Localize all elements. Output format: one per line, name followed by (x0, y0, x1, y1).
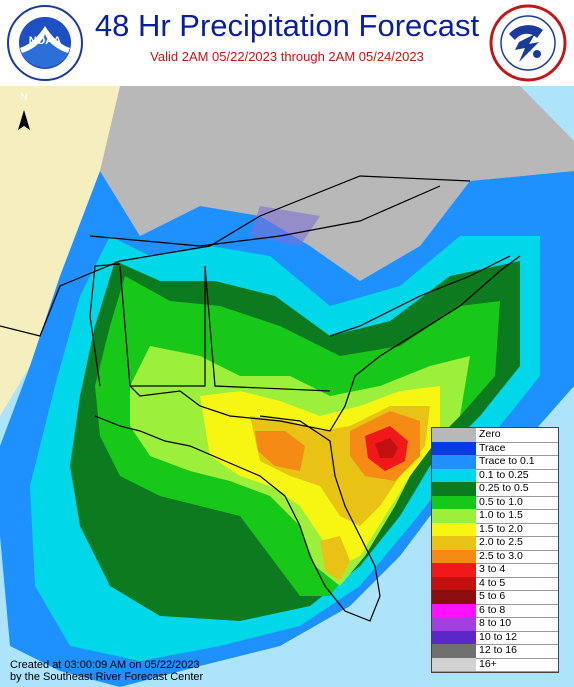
legend-swatch (432, 576, 476, 590)
legend-item: 10 to 12 (432, 630, 558, 645)
legend-swatch (432, 657, 476, 671)
legend-swatch (432, 441, 476, 455)
precipitation-map: N (0, 86, 574, 687)
valid-period: Valid 2AM 05/22/2023 through 2AM 05/24/2… (150, 49, 424, 64)
legend-swatch (432, 536, 476, 550)
legend-label: 1.0 to 1.5 (479, 509, 523, 521)
legend-label: 8 to 10 (479, 617, 512, 629)
legend-item: 0.1 to 0.25 (432, 468, 558, 483)
legend-swatch (432, 495, 476, 509)
legend-swatch (432, 590, 476, 604)
state-and-coast-boundaries (0, 175, 521, 622)
legend-swatch (432, 563, 476, 577)
legend-swatch (432, 455, 476, 469)
legend-item: Trace to 0.1 (432, 455, 558, 470)
legend-item: 1.5 to 2.0 (432, 522, 558, 537)
created-by: by the Southeast River Forecast Center (10, 671, 204, 683)
2.5-to-3.0-area-west (255, 431, 305, 471)
legend-label: 2.5 to 3.0 (479, 549, 523, 562)
legend-label: 0.5 to 1.0 (479, 495, 523, 508)
legend-swatch (432, 482, 476, 496)
legend-item: 2.0 to 2.5 (432, 536, 558, 551)
legend-label: 0.1 to 0.25 (479, 468, 529, 481)
legend-item: Zero (432, 428, 558, 443)
legend-swatch (432, 509, 476, 523)
legend-item: 2.5 to 3.0 (432, 549, 558, 564)
legend-item: 16+ (432, 657, 558, 672)
4-to-5-area (375, 438, 398, 458)
outside-domain-land (0, 86, 140, 416)
nws-logo-icon (489, 4, 567, 82)
legend-item: Trace (432, 441, 558, 456)
noaa-logo-icon: NOAA (7, 5, 83, 81)
legend-item: 0.25 to 0.5 (432, 482, 558, 497)
legend-swatch (432, 428, 476, 442)
legend-item: 5 to 6 (432, 590, 558, 605)
legend-label: Trace (479, 441, 506, 454)
north-arrow: N (18, 92, 30, 130)
legend-label: 16+ (479, 657, 497, 670)
legend-item: 1.0 to 1.5 (432, 509, 558, 524)
footer: Created at 03:00:09 AM on 05/22/2023 by … (10, 659, 203, 683)
legend-label: 12 to 16 (479, 644, 517, 656)
header: NOAA 48 Hr Precipitation Forecast Valid … (0, 0, 574, 86)
legend-label: 0.25 to 0.5 (479, 482, 529, 494)
legend-item: 3 to 4 (432, 563, 558, 578)
legend-swatch (432, 549, 476, 563)
legend-label: 4 to 5 (479, 576, 506, 589)
legend-item: 0.5 to 1.0 (432, 495, 558, 510)
legend-item: 4 to 5 (432, 576, 558, 591)
legend-swatch (432, 644, 476, 658)
legend-label: 2.0 to 2.5 (479, 536, 523, 548)
legend-item: 8 to 10 (432, 617, 558, 632)
legend-label: Zero (479, 428, 501, 440)
legend-item: 6 to 8 (432, 603, 558, 618)
noaa-logo-text: NOAA (29, 35, 61, 47)
legend-swatch (432, 468, 476, 482)
legend-label: 10 to 12 (479, 630, 517, 643)
legend-label: Trace to 0.1 (479, 455, 535, 467)
legend-item: 12 to 16 (432, 644, 558, 659)
legend-swatch (432, 630, 476, 644)
legend-swatch (432, 603, 476, 617)
legend-label: 1.5 to 2.0 (479, 522, 523, 535)
created-timestamp: Created at 03:00:09 AM on 05/22/2023 (10, 659, 200, 671)
legend-swatch (432, 617, 476, 631)
legend-label: 3 to 4 (479, 563, 506, 575)
legend-swatch (432, 522, 476, 536)
page-title: 48 Hr Precipitation Forecast (94, 8, 480, 43)
legend-label: 5 to 6 (479, 590, 506, 602)
north-label: N (20, 92, 27, 103)
zero-precip-area (100, 86, 574, 281)
peninsula-rain-core (320, 536, 350, 581)
legend-label: 6 to 8 (479, 603, 506, 616)
legend: Zero Trace Trace to 0.1 0.1 to 0.25 0.25 to … (431, 427, 559, 673)
